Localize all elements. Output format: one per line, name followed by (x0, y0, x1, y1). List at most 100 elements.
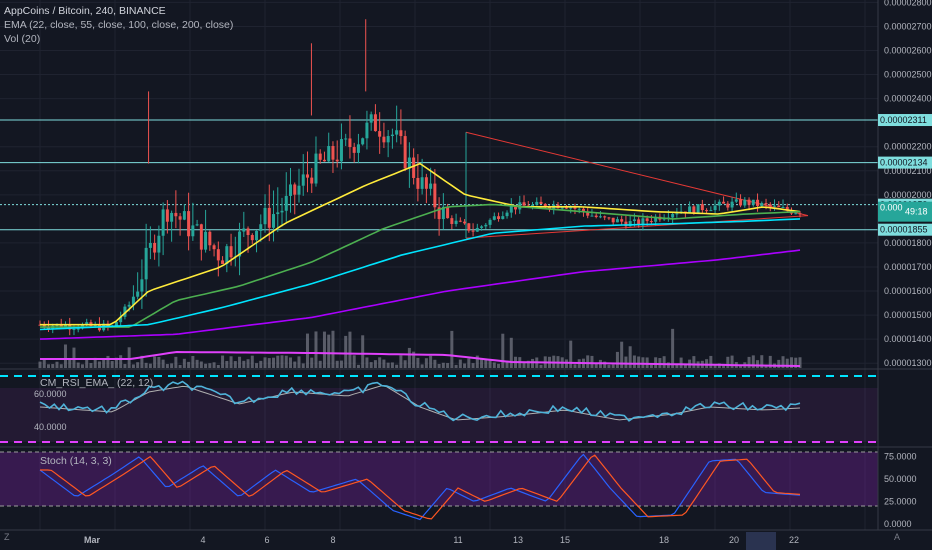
candle-body (675, 213, 679, 215)
price-tick-label: 0.00001400 (884, 334, 932, 344)
volume-bar (373, 360, 377, 368)
candle-body (297, 185, 301, 195)
candle-body (386, 136, 390, 143)
price-level-tag (878, 223, 932, 236)
candle-body (339, 139, 343, 162)
candle-body (289, 184, 293, 196)
time-cursor-box (746, 532, 776, 550)
volume-bar (467, 358, 471, 368)
candle-body (743, 199, 747, 206)
volume-bar (263, 357, 267, 368)
volume-bar (352, 355, 356, 368)
symbol-title[interactable]: AppCoins / Bitcoin, 240, BINANCE (4, 5, 166, 17)
volume-bar (446, 363, 450, 368)
volume-bar (594, 362, 598, 368)
candle-body (284, 195, 288, 211)
stoch-tick-label: 75.0000 (884, 452, 917, 462)
volume-bar (709, 355, 713, 368)
candle-body (327, 146, 331, 162)
stoch-tick-label: 0.0000 (884, 519, 912, 529)
candle-body (649, 221, 653, 223)
volume-bar (539, 364, 543, 368)
candle-body (305, 174, 309, 178)
candle-body (373, 114, 377, 132)
candle-body (781, 206, 785, 208)
candle-body (798, 213, 802, 215)
volume-bar (497, 363, 501, 368)
auto-scale-button[interactable]: A (893, 532, 900, 542)
volume-bar (322, 331, 326, 368)
candle-body (637, 219, 641, 226)
volume-bar (102, 359, 106, 368)
pane-separators (0, 0, 932, 531)
candle-body (433, 183, 437, 208)
rsi-band (0, 375, 878, 443)
stoch-k-line (39, 453, 801, 521)
price-tick-label: 0.00002700 (884, 21, 932, 31)
candle-body (581, 208, 585, 213)
volume-bar (170, 363, 174, 368)
countdown-label: 49:18 (905, 207, 928, 217)
zoom-button[interactable]: Z (4, 532, 10, 542)
volume-bar (675, 364, 679, 368)
candle-body (407, 157, 411, 169)
candle-body (170, 212, 174, 222)
volume-bar (85, 358, 89, 368)
price-tick-label: 0.00001300 (884, 358, 932, 368)
candle-body (488, 219, 492, 225)
price-tick-label: 0.00002500 (884, 70, 932, 80)
candle-body (484, 224, 488, 227)
candle-body (395, 130, 399, 135)
candle-body (598, 216, 602, 218)
volume-bar (645, 357, 649, 368)
candle-body (564, 207, 568, 209)
volume-bar (624, 356, 628, 368)
candle-body (543, 203, 547, 208)
volume-bar (272, 357, 276, 368)
candle-body (785, 206, 789, 211)
candle-body (301, 174, 305, 186)
candle-body (318, 153, 322, 160)
candle-body (272, 214, 276, 228)
candle-body (522, 202, 526, 206)
volume-bar (531, 358, 535, 368)
stoch-legend[interactable]: Stoch (14, 3, 3) (40, 455, 112, 467)
volume-bar (119, 355, 123, 368)
volume-bar (492, 362, 496, 368)
candle-body (603, 216, 607, 218)
volume-bar (127, 347, 131, 368)
volume-bar (212, 362, 216, 368)
volume-legend[interactable]: Vol (20) (4, 33, 41, 45)
candle-body (437, 207, 441, 220)
price-tick-label: 0.00001700 (884, 262, 932, 272)
volume-bar (412, 351, 416, 368)
time-tick-label: 4 (200, 535, 205, 545)
candle-body (560, 207, 564, 209)
volume-bar (259, 360, 263, 368)
candle-body (539, 201, 543, 204)
volume-bar (739, 364, 743, 368)
candle-body (199, 224, 203, 250)
volume-bar (620, 341, 624, 368)
volume-bar (505, 360, 509, 368)
time-tick-label: Mar (84, 535, 101, 545)
time-tick-label: 20 (729, 535, 739, 545)
volume-bar (794, 357, 798, 368)
candle-body (734, 199, 738, 202)
candle-body (153, 242, 157, 253)
candle-body (620, 219, 624, 222)
ema-legend[interactable]: EMA (22, close, 55, close, 100, close, 2… (4, 19, 234, 31)
rsi-lines (39, 380, 801, 422)
price-tick-label: 0.00001500 (884, 310, 932, 320)
volume-bar (276, 355, 280, 368)
candle-body (259, 224, 263, 231)
stoch-tick-label: 50.0000 (884, 474, 917, 484)
rsi-legend[interactable]: CM_RSI_EMA_ (22, 12) (40, 377, 154, 389)
candle-body (709, 210, 713, 212)
volume-bar (501, 333, 505, 368)
volume-bar (165, 364, 169, 368)
stoch-tick-label: 25.0000 (884, 497, 917, 507)
candle-body (144, 247, 148, 280)
candle-body (123, 306, 127, 317)
